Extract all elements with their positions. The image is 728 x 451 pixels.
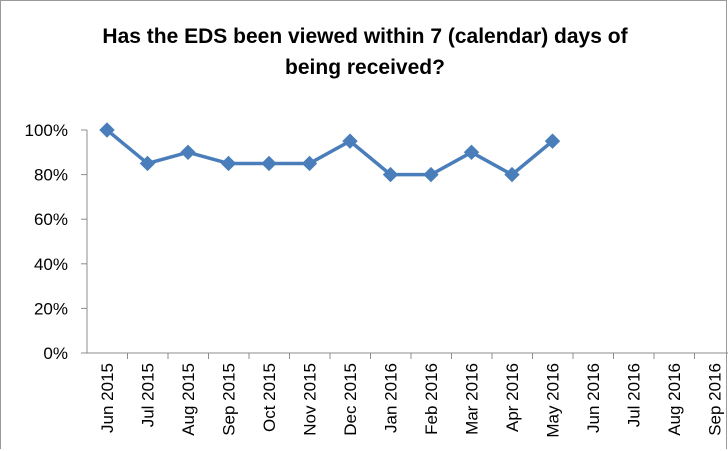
- data-point-marker: [301, 155, 318, 172]
- x-tick-label: Dec 2015: [341, 363, 360, 436]
- x-tick-label: Aug 2016: [665, 363, 684, 436]
- x-tick-label: Jun 2015: [98, 363, 117, 433]
- x-tick-label: May 2016: [544, 363, 563, 438]
- y-tick-label: 0%: [43, 344, 68, 363]
- series-line: [105, 128, 554, 177]
- data-point-marker: [220, 155, 237, 172]
- data-point-marker: [463, 144, 480, 161]
- y-tick-label: 40%: [34, 255, 68, 274]
- chart-title-line-2: being received?: [285, 56, 445, 79]
- data-point-marker: [544, 133, 561, 149]
- x-tick-label: Sep 2015: [220, 363, 239, 436]
- data-point-marker: [423, 166, 439, 183]
- data-point-marker: [180, 144, 196, 161]
- x-tick-label: Aug 2015: [179, 363, 198, 436]
- tick-labels: 0% 20% 40% 60% 80% 100% Jun 2015 Jul 2015 Aug 20…: [25, 121, 725, 438]
- series-line-group: [99, 122, 561, 183]
- data-point-marker: [382, 166, 399, 183]
- x-tick-label: Jul 2015: [139, 363, 158, 427]
- y-tick-label: 80%: [34, 166, 68, 185]
- chart-title: Has the EDS been viewed within 7 (calend…: [1, 21, 728, 83]
- x-tick-label: Oct 2015: [260, 363, 279, 432]
- data-point-marker: [139, 155, 156, 172]
- x-tick-label: Apr 2016: [503, 363, 522, 432]
- data-point-marker: [99, 122, 115, 138]
- x-tick-label: Mar 2016: [463, 363, 482, 435]
- data-point-marker: [261, 155, 277, 172]
- x-tick-label: Jul 2016: [625, 363, 644, 427]
- data-point-marker: [504, 166, 520, 183]
- y-tick-label: 100%: [25, 121, 68, 140]
- x-tick-label: Sep 2016: [706, 363, 725, 436]
- x-tick-label: Jan 2016: [382, 363, 401, 433]
- x-tick-label: Feb 2016: [422, 363, 441, 435]
- chart-title-line-1: Has the EDS been viewed within 7 (calend…: [102, 25, 628, 48]
- y-tick-label: 60%: [34, 210, 68, 229]
- x-tick-label: Nov 2015: [301, 363, 320, 436]
- x-tick-label: Jun 2016: [584, 363, 603, 433]
- data-point-marker: [342, 133, 358, 149]
- y-tick-label: 20%: [34, 299, 68, 318]
- axes: [81, 129, 728, 359]
